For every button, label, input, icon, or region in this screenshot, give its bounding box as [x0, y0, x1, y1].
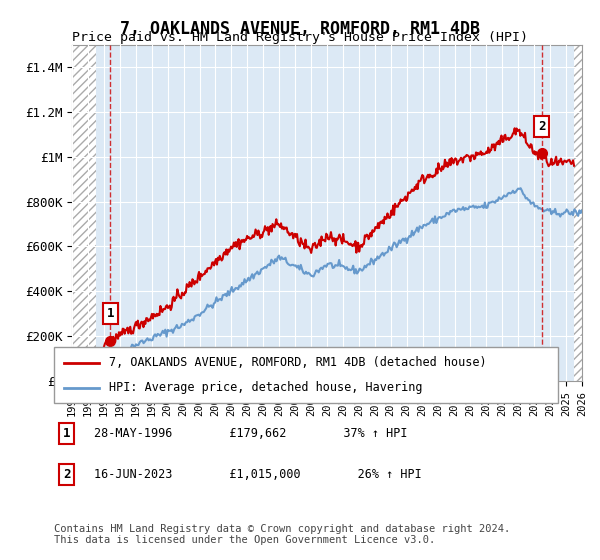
Text: 1: 1	[107, 307, 114, 320]
Text: 16-JUN-2023        £1,015,000        26% ↑ HPI: 16-JUN-2023 £1,015,000 26% ↑ HPI	[94, 468, 422, 481]
Text: 28-MAY-1996        £179,662        37% ↑ HPI: 28-MAY-1996 £179,662 37% ↑ HPI	[94, 427, 408, 440]
Text: 7, OAKLANDS AVENUE, ROMFORD, RM1 4DB (detached house): 7, OAKLANDS AVENUE, ROMFORD, RM1 4DB (de…	[109, 356, 487, 370]
Text: 7, OAKLANDS AVENUE, ROMFORD, RM1 4DB: 7, OAKLANDS AVENUE, ROMFORD, RM1 4DB	[120, 20, 480, 38]
Bar	[72, 45, 96, 381]
Text: 2: 2	[63, 468, 70, 481]
FancyBboxPatch shape	[54, 347, 558, 403]
Bar	[574, 45, 582, 381]
Text: HPI: Average price, detached house, Havering: HPI: Average price, detached house, Have…	[109, 381, 423, 394]
Text: Price paid vs. HM Land Registry's House Price Index (HPI): Price paid vs. HM Land Registry's House …	[72, 31, 528, 44]
Text: Contains HM Land Registry data © Crown copyright and database right 2024.
This d: Contains HM Land Registry data © Crown c…	[54, 524, 510, 545]
Text: 2: 2	[538, 120, 545, 133]
Text: 1: 1	[63, 427, 70, 440]
